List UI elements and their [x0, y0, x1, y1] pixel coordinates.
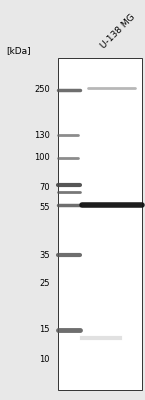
Text: 10: 10 — [39, 356, 50, 364]
Text: 25: 25 — [39, 280, 50, 288]
Text: 250: 250 — [34, 86, 50, 94]
Text: 35: 35 — [39, 250, 50, 260]
Text: 100: 100 — [34, 154, 50, 162]
Text: 15: 15 — [39, 326, 50, 334]
Bar — [58, 58, 142, 390]
Text: U-138 MG: U-138 MG — [99, 12, 137, 50]
Text: 55: 55 — [39, 202, 50, 212]
Text: 130: 130 — [34, 130, 50, 140]
Text: 70: 70 — [39, 184, 50, 192]
Text: [kDa]: [kDa] — [6, 46, 31, 55]
